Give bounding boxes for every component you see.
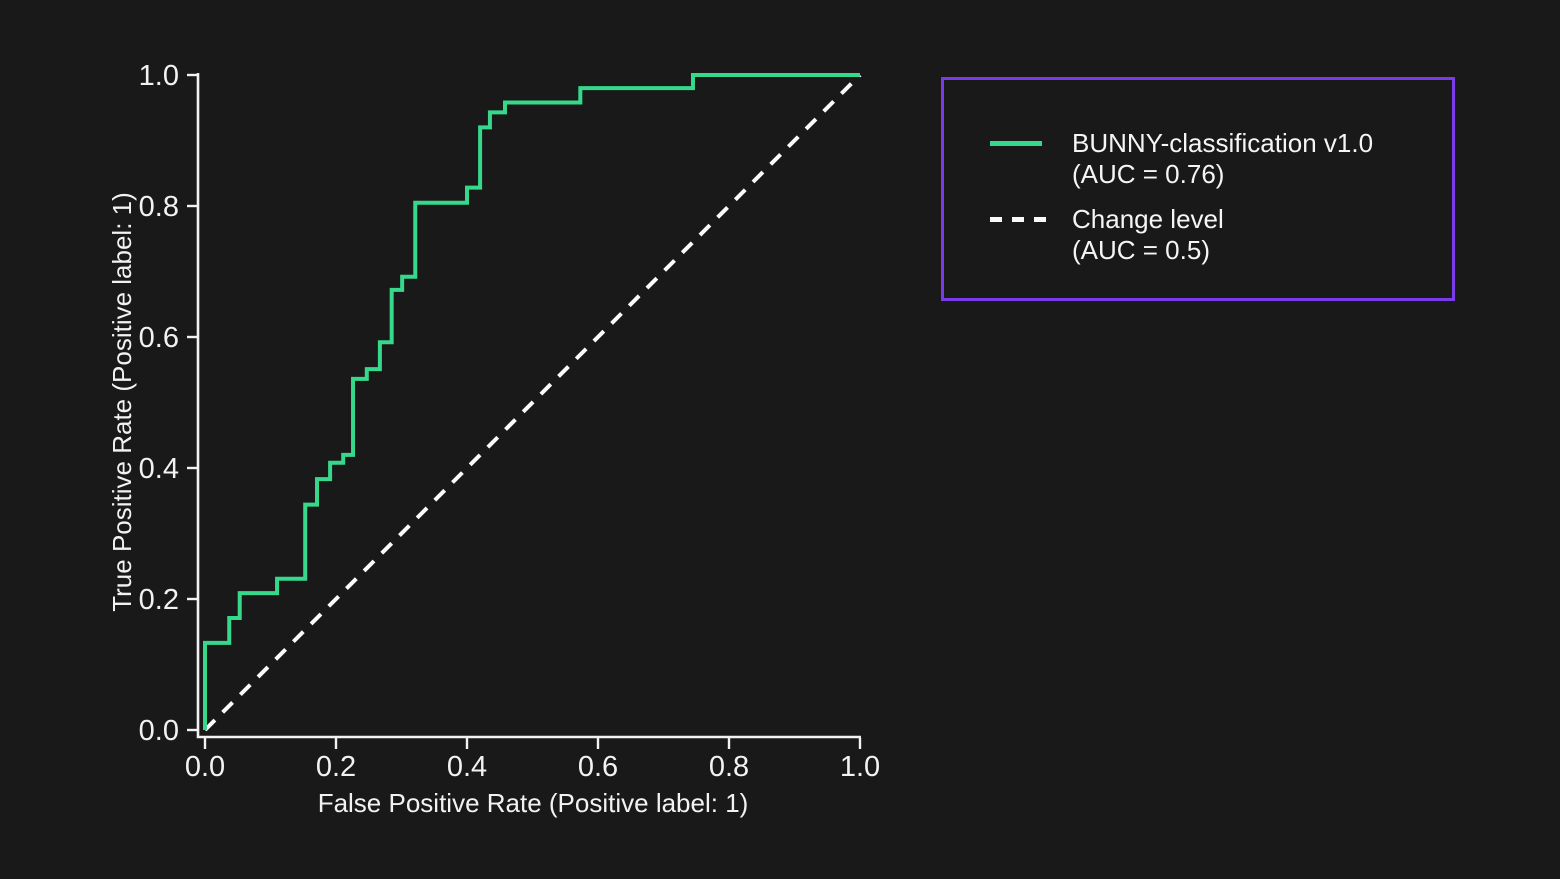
y-tick-label: 0.0 xyxy=(139,715,179,747)
x-tick-label: 1.0 xyxy=(840,751,880,783)
y-axis-label: True Positive Rate (Positive label: 1) xyxy=(107,192,137,612)
legend-chance-name: Change level xyxy=(1072,204,1224,234)
x-tick-label: 0.0 xyxy=(185,751,225,783)
y-tick-label: 0.6 xyxy=(139,322,179,354)
legend-roc-auc: (AUC = 0.76) xyxy=(1072,159,1225,189)
x-tick-label: 0.8 xyxy=(709,751,749,783)
legend-item-roc-curve: BUNNY-classification v1.0 (AUC = 0.76) xyxy=(990,128,1452,190)
chance-level-line xyxy=(203,73,862,732)
x-tick-label: 0.4 xyxy=(447,751,487,783)
x-axis-label: False Positive Rate (Positive label: 1) xyxy=(318,788,749,818)
legend-label-chance: Change level (AUC = 0.5) xyxy=(1072,204,1224,266)
legend-chance-auc: (AUC = 0.5) xyxy=(1072,235,1210,265)
legend-label-roc: BUNNY-classification v1.0 (AUC = 0.76) xyxy=(1072,128,1373,190)
roc-line-swatch xyxy=(990,128,1046,159)
legend-box: BUNNY-classification v1.0 (AUC = 0.76) C… xyxy=(941,77,1455,301)
y-tick-label: 0.8 xyxy=(139,191,179,223)
chance-line-swatch xyxy=(990,204,1046,235)
roc-curve-line xyxy=(203,73,860,730)
solid-line-icon xyxy=(990,141,1042,146)
legend-item-chance-level: Change level (AUC = 0.5) xyxy=(990,204,1452,266)
y-tick-label: 0.4 xyxy=(139,453,179,485)
axes-spines xyxy=(196,73,861,739)
x-tick-label: 0.6 xyxy=(578,751,618,783)
y-tick-label: 1.0 xyxy=(139,60,179,92)
legend-roc-name: BUNNY-classification v1.0 xyxy=(1072,128,1374,158)
dashed-line-icon xyxy=(990,217,1046,222)
y-tick-label: 0.2 xyxy=(139,584,179,616)
x-tick-label: 0.2 xyxy=(316,751,356,783)
